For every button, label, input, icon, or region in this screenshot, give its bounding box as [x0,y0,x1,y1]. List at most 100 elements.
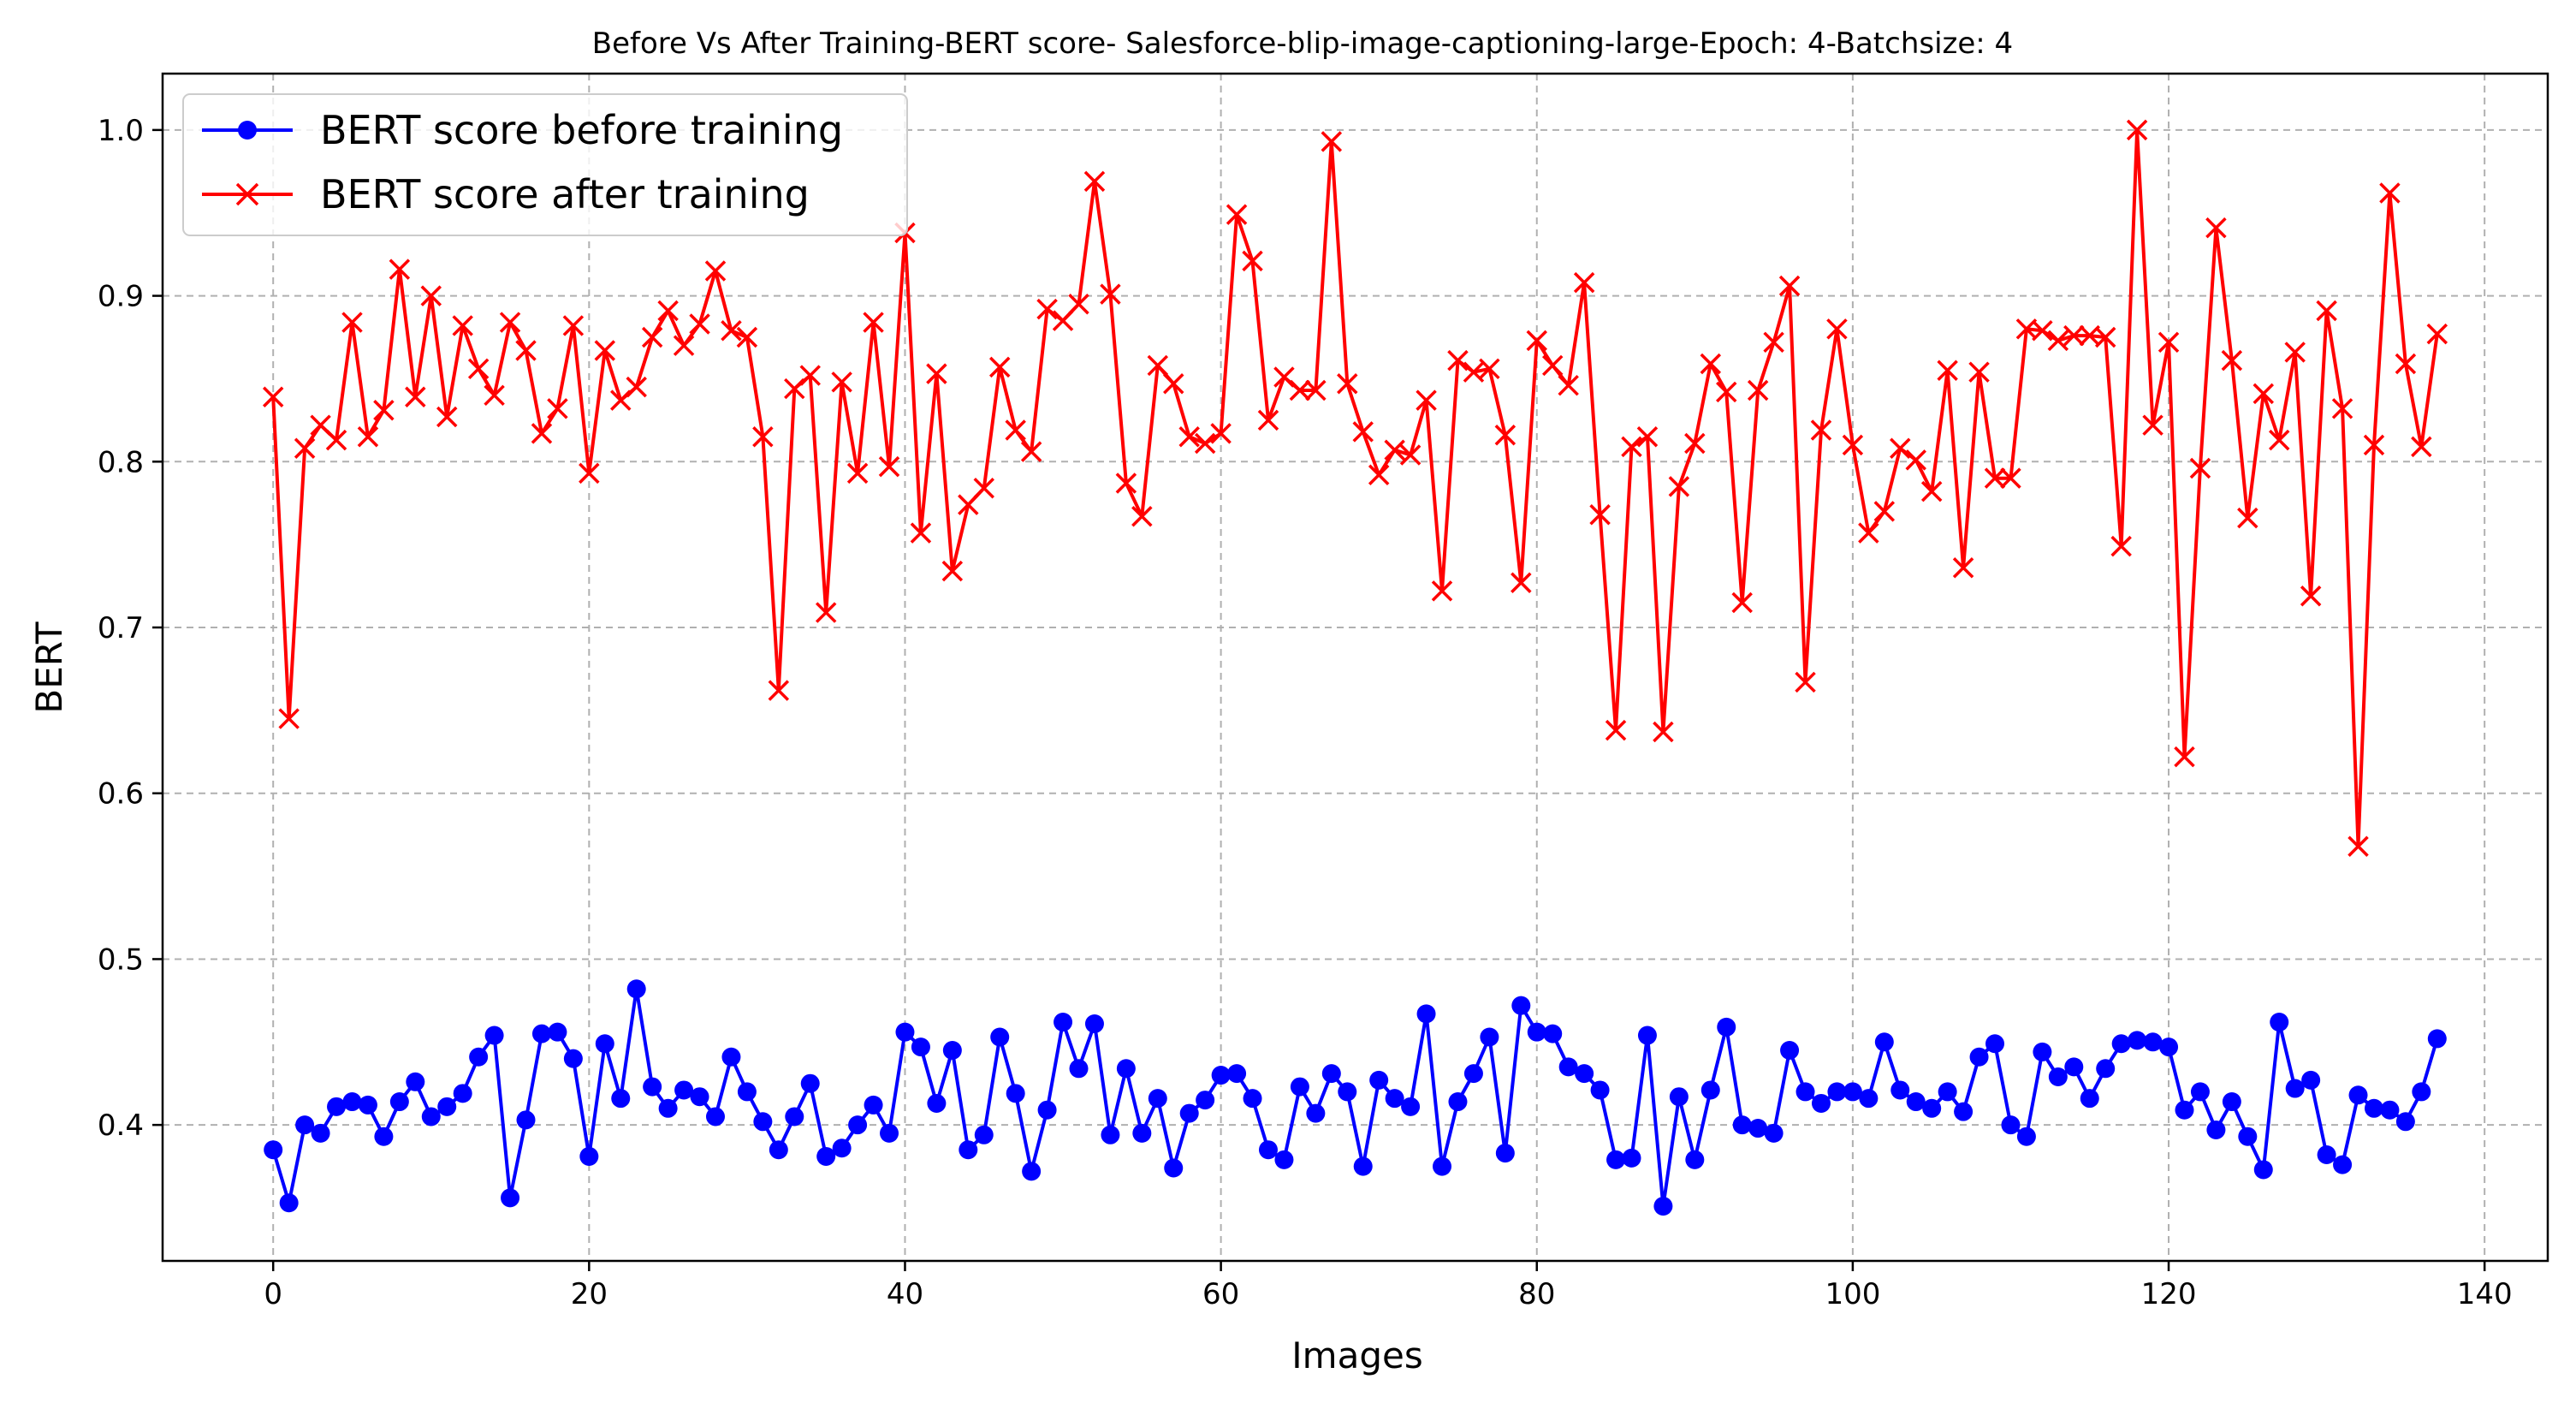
data-point-before [406,1072,425,1091]
data-point-before [311,1123,330,1143]
data-point-before [1969,1047,1989,1067]
data-point-before [1906,1092,1926,1112]
data-point-after [2347,835,2369,857]
data-point-before [1211,1066,1231,1085]
data-point-after [752,425,774,448]
data-point-before [563,1049,583,1068]
data-point-before [1338,1082,1357,1102]
data-point-before [1527,1022,1546,1042]
x-tick-label: 60 [1202,1277,1239,1311]
data-point-before [595,1034,614,1054]
data-point-before [374,1127,394,1146]
data-point-before [895,1022,915,1042]
data-point-before [453,1084,472,1103]
data-point-before [1922,1098,1942,1118]
data-point-before [1590,1080,1610,1100]
data-point-after [626,376,647,398]
legend-box [182,93,908,236]
data-point-after [1558,374,1579,396]
data-point-before [2380,1100,2400,1120]
data-point-after [2411,436,2432,458]
data-point-after [1178,425,1200,448]
data-point-after [1573,271,1595,294]
data-point-after [294,437,316,460]
data-point-after [452,315,473,336]
data-point-after [831,372,852,393]
data-point-after [1605,719,1627,741]
data-point-before [579,1146,599,1166]
data-point-after [484,384,505,407]
data-point-after [1052,310,1074,331]
data-point-before [2128,1031,2147,1050]
data-point-after [1716,381,1737,403]
data-point-before [927,1093,947,1113]
data-point-before [1890,1080,1910,1100]
x-tick-label: 140 [2457,1277,2513,1311]
data-point-after [1873,501,1896,522]
data-point-before [2285,1079,2305,1098]
data-point-before [2206,1120,2226,1139]
data-point-before [753,1112,773,1132]
plot-frame [161,72,2549,1263]
legend-label-before: BERT score before training [320,107,843,153]
data-point-before [516,1110,536,1130]
data-point-after [1100,283,1121,305]
data-point-after [673,335,695,356]
data-point-before [974,1125,994,1144]
data-point-before [2348,1085,2368,1105]
data-point-before [264,1140,283,1160]
data-point-after [1242,250,1263,272]
data-point-before [848,1115,868,1135]
data-point-before [1148,1089,1167,1109]
y-tick-label: 0.4 [98,1109,144,1143]
data-point-after [2205,217,2227,239]
data-point-after [1731,592,1753,614]
y-tick-label: 1.0 [98,114,144,148]
data-point-before [864,1095,883,1115]
data-point-before [721,1047,741,1067]
data-point-before [690,1087,709,1107]
data-point-after [610,389,632,411]
data-point-before [2270,1013,2289,1032]
data-point-before [1037,1100,1057,1120]
data-point-before [705,1107,725,1127]
data-point-after [373,400,395,421]
data-point-after [2158,331,2180,354]
data-point-before [1669,1087,1689,1107]
data-point-before [1954,1102,1974,1121]
data-point-before [1054,1013,1073,1032]
data-point-after [1431,580,1453,602]
data-point-before [1022,1162,1042,1181]
data-point-before [1116,1059,1136,1079]
data-point-after [1858,522,1879,544]
y-tick-label: 0.6 [98,777,144,811]
data-point-after [958,494,979,515]
data-point-before [2143,1032,2163,1052]
x-tick-label: 100 [1825,1277,1880,1311]
data-point-after [278,708,300,729]
data-point-after [1920,480,1943,502]
data-point-before [1069,1059,1089,1079]
data-point-after [1810,419,1832,441]
data-point-after [1747,379,1769,401]
data-point-after [2110,535,2132,557]
data-point-after [1147,354,1169,377]
data-point-before [2253,1160,2273,1180]
data-point-after [1384,439,1405,461]
data-point-after [1763,331,1784,354]
data-point-before [674,1080,694,1100]
data-point-after [1795,671,1816,693]
data-point-before [959,1140,978,1160]
data-point-after [704,260,727,282]
data-point-after [2174,746,2195,768]
data-point-after [1005,419,1026,441]
legend-marker-before [238,121,257,140]
data-point-after [784,378,805,400]
data-point-after [1020,441,1042,462]
data-point-after [1163,373,1184,395]
data-point-after [1273,366,1295,388]
data-point-after [878,455,900,478]
y-tick-label: 0.7 [98,611,144,645]
data-point-after [1937,360,1958,381]
data-point-before [611,1089,631,1109]
